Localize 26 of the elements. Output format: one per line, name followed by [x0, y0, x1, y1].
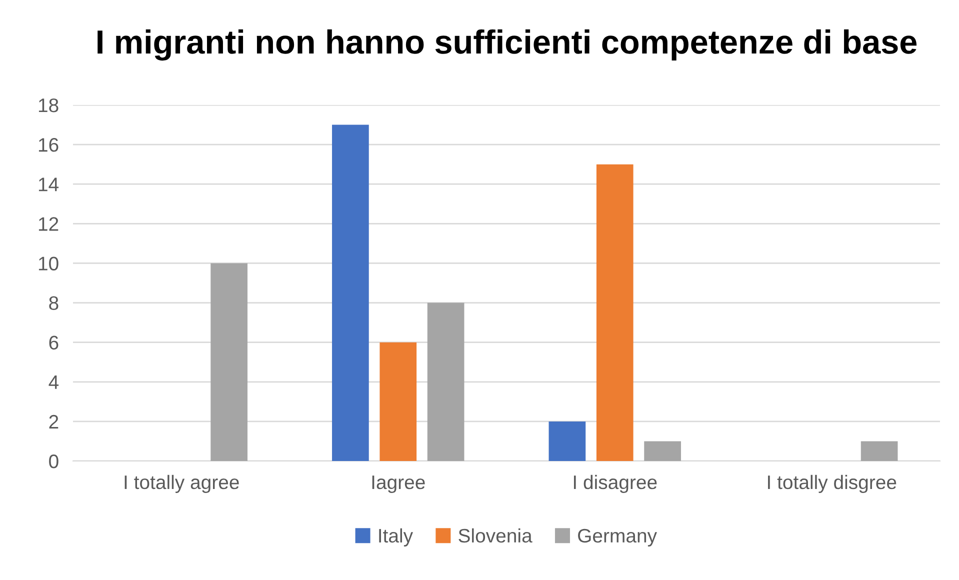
- legend-label: Italy: [379, 528, 413, 546]
- y-tick-label: 2: [49, 414, 58, 428]
- legend-label: Slovenia: [458, 528, 532, 543]
- y-tick-label: 12: [38, 217, 58, 231]
- y-tick-label: 14: [38, 178, 59, 192]
- x-tick-label: I totally disgree: [768, 474, 896, 494]
- bar: [860, 441, 898, 461]
- bar: [548, 421, 586, 461]
- y-tick-label: 4: [48, 376, 59, 389]
- x-tick-label: Iagree: [372, 476, 425, 494]
- bar: [380, 342, 417, 461]
- bar: [644, 441, 681, 461]
- y-tick-label: 0: [49, 454, 58, 468]
- bar: [332, 124, 369, 461]
- bar: [427, 302, 464, 461]
- bar: [210, 263, 248, 461]
- y-tick-label: 6: [49, 336, 58, 350]
- bar: [596, 164, 634, 461]
- x-tick-label: I totally agree: [124, 474, 239, 494]
- chart-title: I migranti non hanno sufficienti competenze di base: [98, 29, 917, 61]
- y-tick-label: 16: [38, 138, 58, 152]
- y-tick-label: 10: [38, 256, 58, 270]
- legend-label: Germany: [578, 528, 657, 546]
- y-tick-label: 18: [38, 98, 58, 112]
- y-tick-label: 8: [49, 296, 58, 310]
- x-tick-label: I disagree: [574, 474, 657, 494]
